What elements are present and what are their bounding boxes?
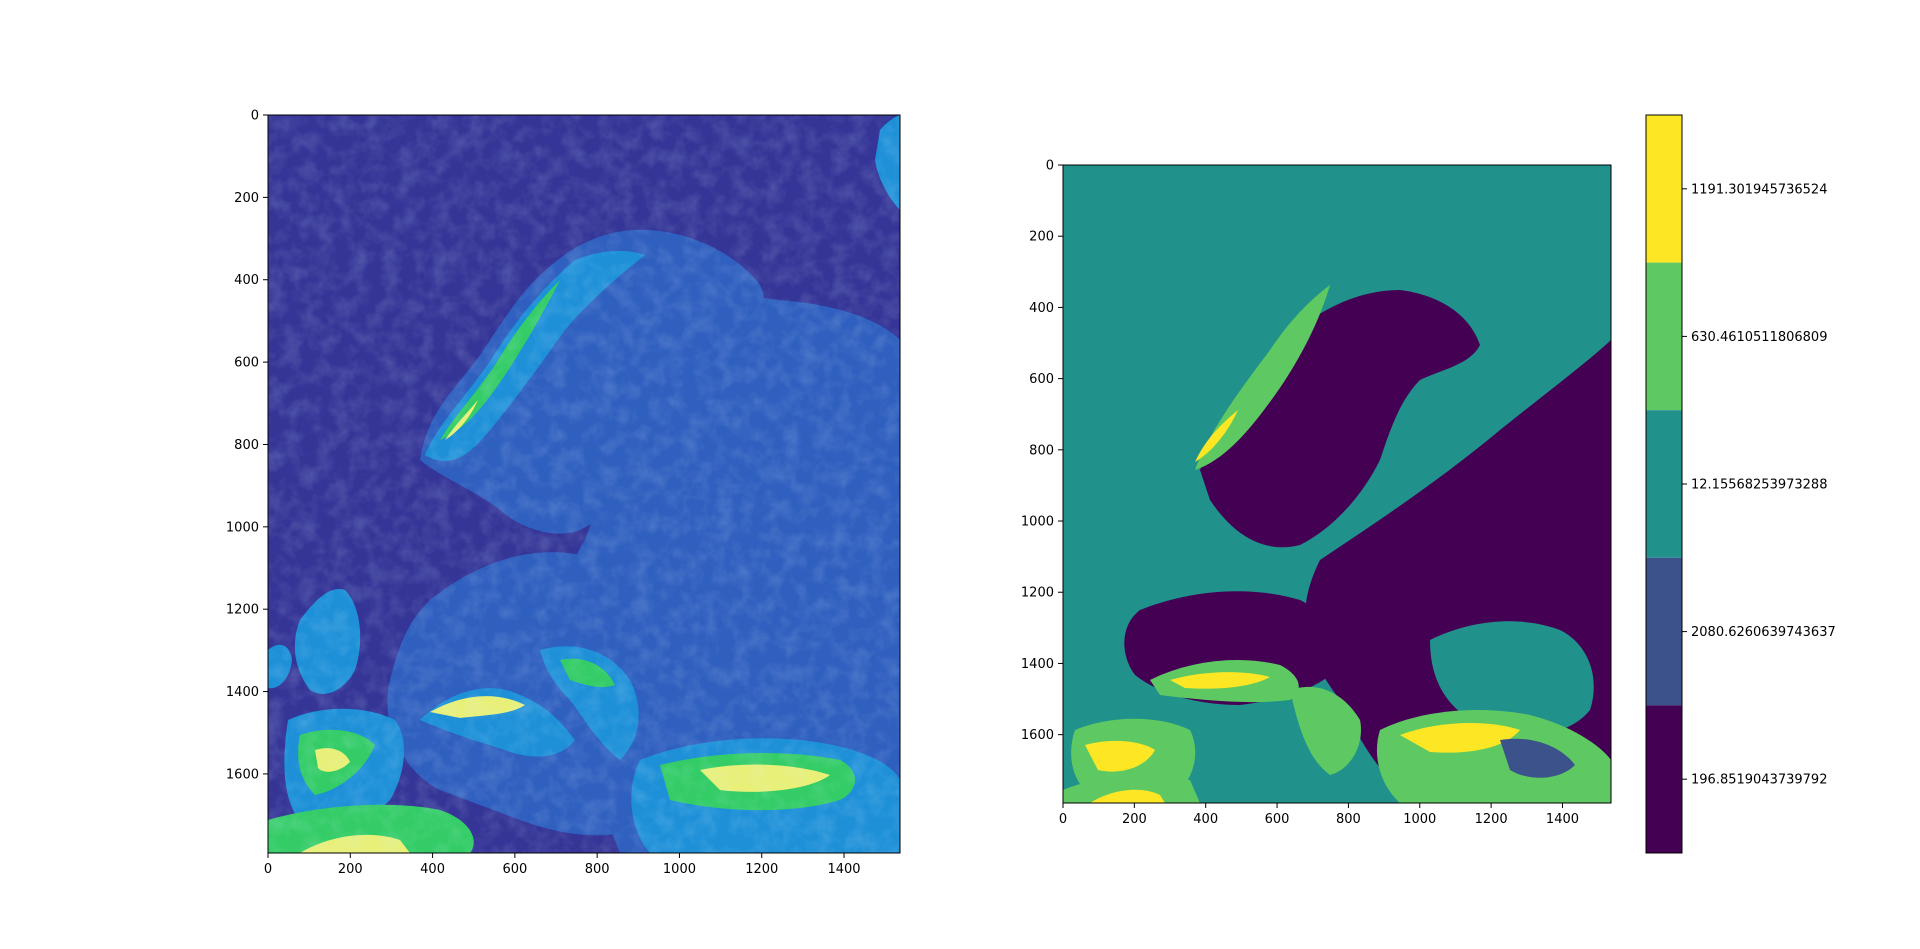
elevation-x-tick-label: 600 (502, 862, 527, 877)
classified-x-tick-label: 400 (1193, 812, 1218, 827)
elevation-x-tick-label: 1200 (745, 862, 778, 877)
colorbar: 1191.301945736524 630.4610511806809 12.155… (1646, 115, 1836, 853)
elevation-x-tick-label: 0 (264, 862, 272, 877)
classified-y-tick-label: 1600 (1021, 728, 1054, 743)
classified-y-tick-label: 1400 (1021, 657, 1054, 672)
elevation-x-tick-label: 200 (338, 862, 363, 877)
elevation-x-tick-label: 400 (420, 862, 445, 877)
classified-y-tick-label: 200 (1029, 230, 1054, 245)
elevation-y-tick-label: 600 (234, 356, 259, 371)
colorbar-segment (1646, 705, 1682, 853)
elevation-y-tick-label: 0 (251, 109, 259, 124)
terrain-texture (268, 115, 900, 853)
classified-x-tick-label: 1000 (1403, 812, 1436, 827)
colorbar-segment (1646, 115, 1682, 263)
classified-y-tick-label: 1200 (1021, 586, 1054, 601)
classified-x-tick-label: 200 (1122, 812, 1147, 827)
elevation-y-tick-label: 1600 (226, 767, 259, 782)
elevation-x-tick-label: 1400 (827, 862, 860, 877)
classified-y-tick-label: 1000 (1021, 515, 1054, 530)
colorbar-label: 630.4610511806809 (1691, 330, 1827, 345)
classified-x-tick-label: 1400 (1546, 812, 1579, 827)
colorbar-label: 12.15568253973288 (1691, 478, 1827, 493)
elevation-y-tick-label: 1400 (226, 685, 259, 700)
elevation-x-tick-label: 800 (585, 862, 610, 877)
elevation-y-tick-label: 400 (234, 273, 259, 288)
colorbar-segment (1646, 263, 1682, 411)
classified-y-tick-label: 800 (1029, 443, 1054, 458)
colorbar-segment (1646, 558, 1682, 706)
classified-y-tick-label: 600 (1029, 372, 1054, 387)
classified-y-tick-label: 400 (1029, 301, 1054, 316)
elevation-heatmap-image (268, 115, 900, 853)
colorbar-label: 2080.6260639743637 (1691, 625, 1836, 640)
elevation-y-tick-label: 800 (234, 438, 259, 453)
elevation-y-tick-label: 1200 (226, 603, 259, 618)
colorbar-label: 1191.301945736524 (1691, 182, 1827, 197)
classified-heatmap-panel: 0 200 400 600 800 1000 1200 1400 0 200 400 600 800 10… (1021, 159, 1611, 828)
classified-x-tick-label: 0 (1059, 812, 1067, 827)
colorbar-segment (1646, 410, 1682, 558)
classified-x-tick-label: 600 (1265, 812, 1290, 827)
colorbar-label: 196.8519043739792 (1691, 773, 1827, 788)
classified-y-tick-label: 0 (1046, 159, 1054, 174)
elevation-y-tick-label: 1000 (226, 520, 259, 535)
classified-x-tick-label: 1200 (1475, 812, 1508, 827)
classified-x-tick-label: 800 (1336, 812, 1361, 827)
elevation-heatmap-panel: 0 200 400 600 800 1000 1200 1400 0 200 400 600 800 10… (226, 109, 900, 878)
elevation-x-tick-label: 1000 (663, 862, 696, 877)
classified-heatmap-image (1063, 165, 1611, 803)
elevation-y-tick-label: 200 (234, 191, 259, 206)
